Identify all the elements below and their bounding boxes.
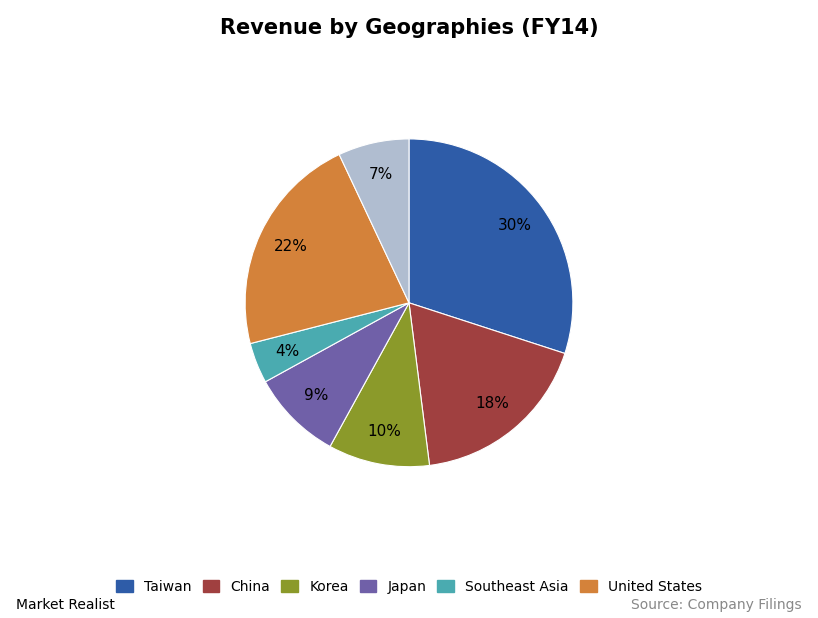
Text: Source: Company Filings: Source: Company Filings xyxy=(631,598,802,612)
Text: 10%: 10% xyxy=(367,424,402,439)
Text: 7%: 7% xyxy=(368,167,393,182)
Text: 18%: 18% xyxy=(475,396,510,412)
Wedge shape xyxy=(339,139,409,303)
Wedge shape xyxy=(330,303,429,467)
Text: 4%: 4% xyxy=(275,344,299,358)
Wedge shape xyxy=(245,154,409,344)
Text: 22%: 22% xyxy=(273,240,308,255)
Wedge shape xyxy=(250,303,409,382)
Wedge shape xyxy=(409,139,573,353)
Wedge shape xyxy=(265,303,409,446)
Title: Revenue by Geographies (FY14): Revenue by Geographies (FY14) xyxy=(220,18,598,38)
Text: 30%: 30% xyxy=(498,218,532,233)
Wedge shape xyxy=(409,303,565,465)
Legend: Taiwan, China, Korea, Japan, Southeast Asia, United States: Taiwan, China, Korea, Japan, Southeast A… xyxy=(110,575,708,599)
Text: 9%: 9% xyxy=(304,388,329,403)
Text: Market Realist: Market Realist xyxy=(16,598,115,612)
